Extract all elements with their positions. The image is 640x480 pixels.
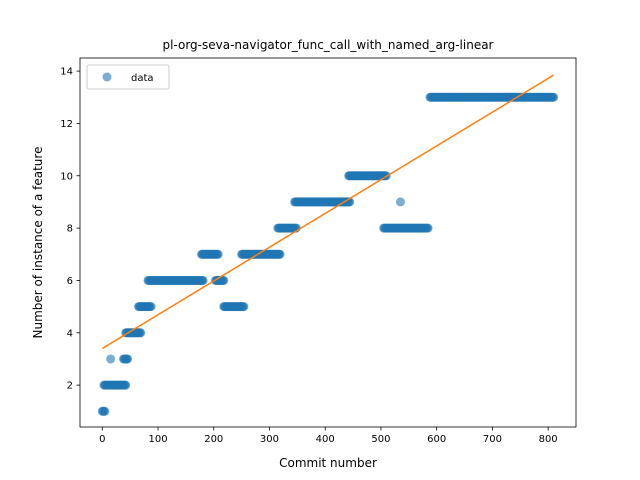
data-point: [100, 406, 110, 416]
axes-frame: [79, 57, 577, 428]
data-point: [106, 354, 116, 364]
data-point: [239, 302, 249, 312]
x-tick-label: 600: [427, 434, 446, 445]
y-axis-label: Number of instance of a feature: [31, 147, 45, 339]
y-tick-label: 8: [67, 224, 73, 235]
data-point: [136, 328, 146, 338]
x-tick-label: 700: [483, 434, 502, 445]
data-point: [395, 197, 405, 207]
x-tick-label: 100: [148, 434, 167, 445]
y-tick-label: 12: [60, 119, 73, 130]
x-tick-label: 0: [99, 434, 105, 445]
data-point: [423, 223, 433, 233]
data-point: [146, 302, 156, 312]
y-axis-ticks: 2 4 6 8 10 12 14: [60, 67, 80, 392]
data-point: [549, 92, 559, 102]
x-axis-ticks: 0 100 200 300 400 500 600 700 800: [99, 427, 558, 445]
x-tick-label: 500: [371, 434, 390, 445]
x-tick-label: 800: [539, 434, 558, 445]
y-tick-label: 2: [67, 381, 73, 392]
legend-label-data: data: [131, 73, 154, 84]
legend: data: [86, 64, 170, 90]
fit-line-layer: [101, 74, 555, 350]
y-tick-label: 6: [67, 276, 73, 287]
data-points: [97, 92, 559, 416]
data-point: [275, 249, 285, 259]
y-tick-label: 10: [60, 171, 73, 182]
chart-title: pl-org-seva-navigator_func_call_with_nam…: [162, 38, 493, 52]
data-point: [121, 380, 131, 390]
data-point: [198, 275, 208, 285]
data-point: [123, 354, 133, 364]
x-tick-label: 300: [260, 434, 279, 445]
x-axis-label: Commit number: [279, 456, 377, 470]
x-tick-label: 200: [204, 434, 223, 445]
data-point: [219, 275, 229, 285]
data-point: [213, 249, 223, 259]
y-tick-label: 4: [67, 328, 73, 339]
legend-marker-data: [102, 72, 112, 82]
x-tick-label: 400: [316, 434, 335, 445]
y-tick-label: 14: [60, 67, 73, 78]
legend-box: [86, 64, 170, 90]
fit-line: [101, 74, 555, 350]
